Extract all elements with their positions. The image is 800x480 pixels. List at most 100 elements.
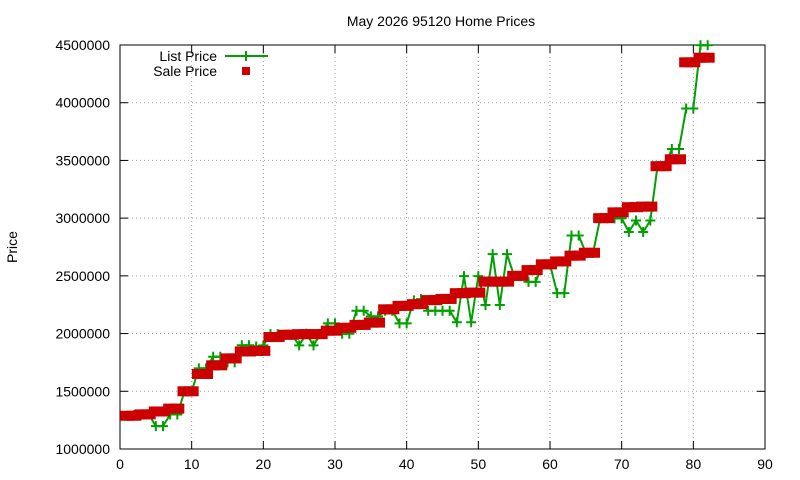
sale-price-point <box>457 288 471 299</box>
x-tick-label: 90 <box>757 456 773 472</box>
legend: List Price Sale Price <box>153 48 268 79</box>
sale-price-point <box>385 304 400 315</box>
sale-price-point <box>521 265 536 276</box>
sale-price-point <box>256 345 271 356</box>
x-tick-label: 80 <box>686 456 702 472</box>
x-tick-label: 30 <box>327 456 343 472</box>
sale-price-point <box>643 201 658 212</box>
sale-price-point <box>485 276 500 287</box>
list-price-point <box>702 40 713 51</box>
sale-price-point <box>249 345 264 356</box>
sale-price-point <box>263 332 278 343</box>
list-price-point <box>444 305 455 316</box>
grid <box>120 45 765 449</box>
x-tick-label: 0 <box>116 456 124 472</box>
legend-label-sale-price: Sale Price <box>153 63 217 79</box>
list-price-point <box>674 144 684 155</box>
list-price-point <box>473 271 484 282</box>
sale-price-point <box>335 322 350 333</box>
sale-price-point <box>148 406 163 417</box>
sale-price-point <box>285 329 299 340</box>
sale-price-point <box>199 368 213 379</box>
y-axis-label: Price <box>4 231 20 263</box>
y-tick-label: 3500000 <box>55 152 110 168</box>
sale-price-point <box>421 295 436 306</box>
sale-price-point <box>672 154 686 165</box>
sale-price-point <box>471 287 486 298</box>
sale-price-point <box>528 265 543 276</box>
list-price-point <box>401 318 412 329</box>
sale-price-point <box>163 403 178 414</box>
sale-price-point <box>693 52 708 63</box>
sale-price-point <box>292 329 307 340</box>
sale-price-point <box>299 329 314 340</box>
sale-price-point <box>120 410 135 421</box>
sale-price-point <box>306 329 321 340</box>
sale-price-point <box>234 346 249 357</box>
list-price-point <box>502 249 512 260</box>
sale-price-point <box>328 325 342 336</box>
y-tick-label: 3000000 <box>55 210 110 226</box>
y-tick-label: 4000000 <box>55 95 110 111</box>
legend-plus-marker <box>241 51 251 61</box>
sale-price-point <box>206 360 221 371</box>
list-price-point <box>459 271 469 282</box>
list-price-point <box>294 340 305 351</box>
sale-price-point <box>170 403 185 414</box>
sale-price-point <box>650 161 665 172</box>
list-price-point <box>688 103 699 114</box>
x-tick-label: 20 <box>256 456 272 472</box>
sale-price-point <box>507 270 522 281</box>
x-tick-label: 40 <box>399 456 415 472</box>
sale-price-point <box>629 202 643 213</box>
sale-price-point <box>342 322 357 333</box>
list-price-point <box>487 249 498 260</box>
sale-price-point <box>543 259 557 270</box>
sale-price-point <box>686 57 701 68</box>
plot-frame <box>119 44 766 450</box>
list-price-point <box>308 340 319 351</box>
sale-price-point <box>363 317 378 328</box>
sale-price-point <box>127 410 142 421</box>
sale-price-point <box>220 353 235 364</box>
list-price-point <box>158 421 168 432</box>
list-price-point <box>451 317 462 328</box>
sale-price-point <box>371 317 385 328</box>
sale-price-point <box>442 293 457 304</box>
sale-price-point <box>242 346 256 357</box>
sale-price-point <box>478 276 493 287</box>
legend-swatch-sale-price <box>242 67 250 75</box>
sale-price-point <box>557 256 572 267</box>
x-tick-label: 10 <box>184 456 200 472</box>
sale-price-point <box>213 360 228 371</box>
sale-price-point <box>564 250 579 261</box>
sale-price-point <box>134 409 149 420</box>
sale-price-point <box>177 386 192 397</box>
list-price-point <box>466 317 477 328</box>
sale-price-point <box>449 288 464 299</box>
y-tick-label: 4500000 <box>55 37 110 53</box>
x-tick-label: 50 <box>471 456 487 472</box>
y-tick-label: 1500000 <box>55 383 110 399</box>
sale-price-point <box>571 250 586 261</box>
list-price-point <box>358 305 369 316</box>
y-tick-label: 1000000 <box>55 441 110 457</box>
sale-price-point <box>492 276 507 287</box>
sale-price-point <box>578 247 593 258</box>
axis-ticks: 0 10 20 30 40 50 60 70 80 90 1000000 1500000 2000000… <box>55 37 773 472</box>
sale-price-point <box>141 409 156 420</box>
sale-price-point <box>514 270 529 281</box>
list-price-point <box>573 230 584 241</box>
sale-price-point <box>607 207 622 218</box>
series-sale-price <box>120 52 715 421</box>
list-price-point <box>623 226 634 237</box>
sale-price-point <box>378 304 393 315</box>
sale-price-point <box>586 247 600 258</box>
sale-price-point <box>550 256 565 267</box>
sale-price-point <box>500 276 514 287</box>
sale-price-point <box>191 368 206 379</box>
sale-price-point <box>277 329 292 340</box>
sale-price-point <box>392 300 407 311</box>
sale-price-point <box>320 325 335 336</box>
list-price-point <box>494 299 505 310</box>
